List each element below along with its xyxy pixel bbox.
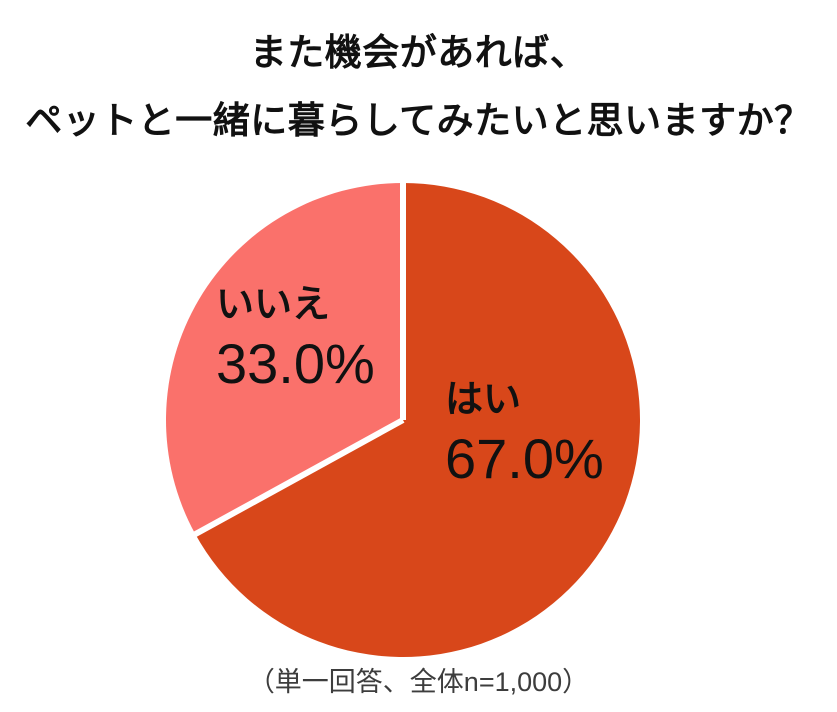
slice-label-no: いいえ 33.0% — [216, 286, 375, 392]
slice-label-yes: はい 67.0% — [445, 381, 604, 487]
slice-yes-category: はい — [445, 379, 522, 421]
slice-divider — [192, 417, 405, 538]
slice-no-percentage: 33.0% — [216, 332, 375, 395]
chart-title-line2: ペットと一緒に暮らしてみたいと思いますか？ — [25, 100, 812, 141]
slice-yes-percentage: 67.0% — [445, 427, 604, 490]
chart-footnote: （単一回答、全体n=1,000） — [247, 667, 590, 697]
chart-title-line1: また機会があれば、 — [249, 32, 588, 73]
pie-slice-0 — [195, 183, 641, 657]
slice-no-category: いいえ — [216, 284, 331, 326]
pie-slice-1 — [166, 183, 403, 535]
